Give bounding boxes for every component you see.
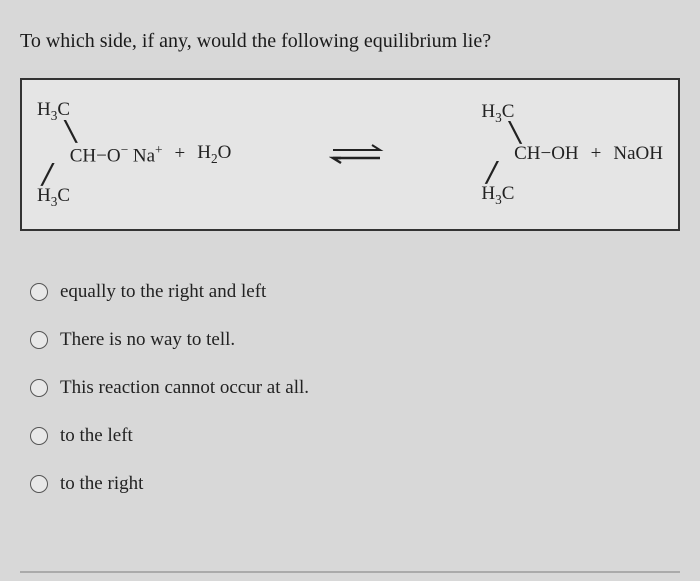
option-label: to the left xyxy=(60,425,133,447)
question-text: To which side, if any, would the followi… xyxy=(20,30,680,53)
struct-bot: ╱H3C xyxy=(37,166,163,209)
reactant-water: H2O xyxy=(197,142,231,167)
struct-mid: ╲ CH−OH xyxy=(481,124,578,164)
radio-icon[interactable] xyxy=(30,379,48,397)
option-right[interactable]: to the right xyxy=(30,473,680,495)
product-naoh: NaOH xyxy=(613,143,663,165)
plus-sign: + xyxy=(591,143,602,165)
option-equally[interactable]: equally to the right and left xyxy=(30,281,680,303)
plus-sign: + xyxy=(175,143,186,165)
radio-icon[interactable] xyxy=(30,283,48,301)
struct-mid: ╲ CH−O− Na+ xyxy=(37,123,163,166)
options-list: equally to the right and left There is n… xyxy=(20,281,680,495)
radio-icon[interactable] xyxy=(30,331,48,349)
radio-icon[interactable] xyxy=(30,427,48,445)
radio-icon[interactable] xyxy=(30,475,48,493)
equilibrium-arrow-icon xyxy=(329,143,384,165)
option-label: There is no way to tell. xyxy=(60,329,235,351)
struct-top: H3C xyxy=(37,100,163,123)
option-label: This reaction cannot occur at all. xyxy=(60,377,309,399)
divider xyxy=(20,571,680,573)
option-cannot-occur[interactable]: This reaction cannot occur at all. xyxy=(30,377,680,399)
equation-left-side: H3C ╲ CH−O− Na+ ╱H3C + H2O xyxy=(37,100,231,209)
option-left[interactable]: to the left xyxy=(30,425,680,447)
equation-right-side: H3C ╲ CH−OH ╱H3C + NaOH xyxy=(481,102,663,207)
struct-top: H3C xyxy=(481,102,578,125)
equation-box: H3C ╲ CH−O− Na+ ╱H3C + H2O H3C ╲ CH−OH ╱… xyxy=(20,78,680,231)
left-structure: H3C ╲ CH−O− Na+ ╱H3C xyxy=(37,100,163,209)
option-label: to the right xyxy=(60,473,143,495)
option-no-way[interactable]: There is no way to tell. xyxy=(30,329,680,351)
option-label: equally to the right and left xyxy=(60,281,266,303)
right-structure: H3C ╲ CH−OH ╱H3C xyxy=(481,102,578,207)
struct-bot: ╱H3C xyxy=(481,164,578,207)
